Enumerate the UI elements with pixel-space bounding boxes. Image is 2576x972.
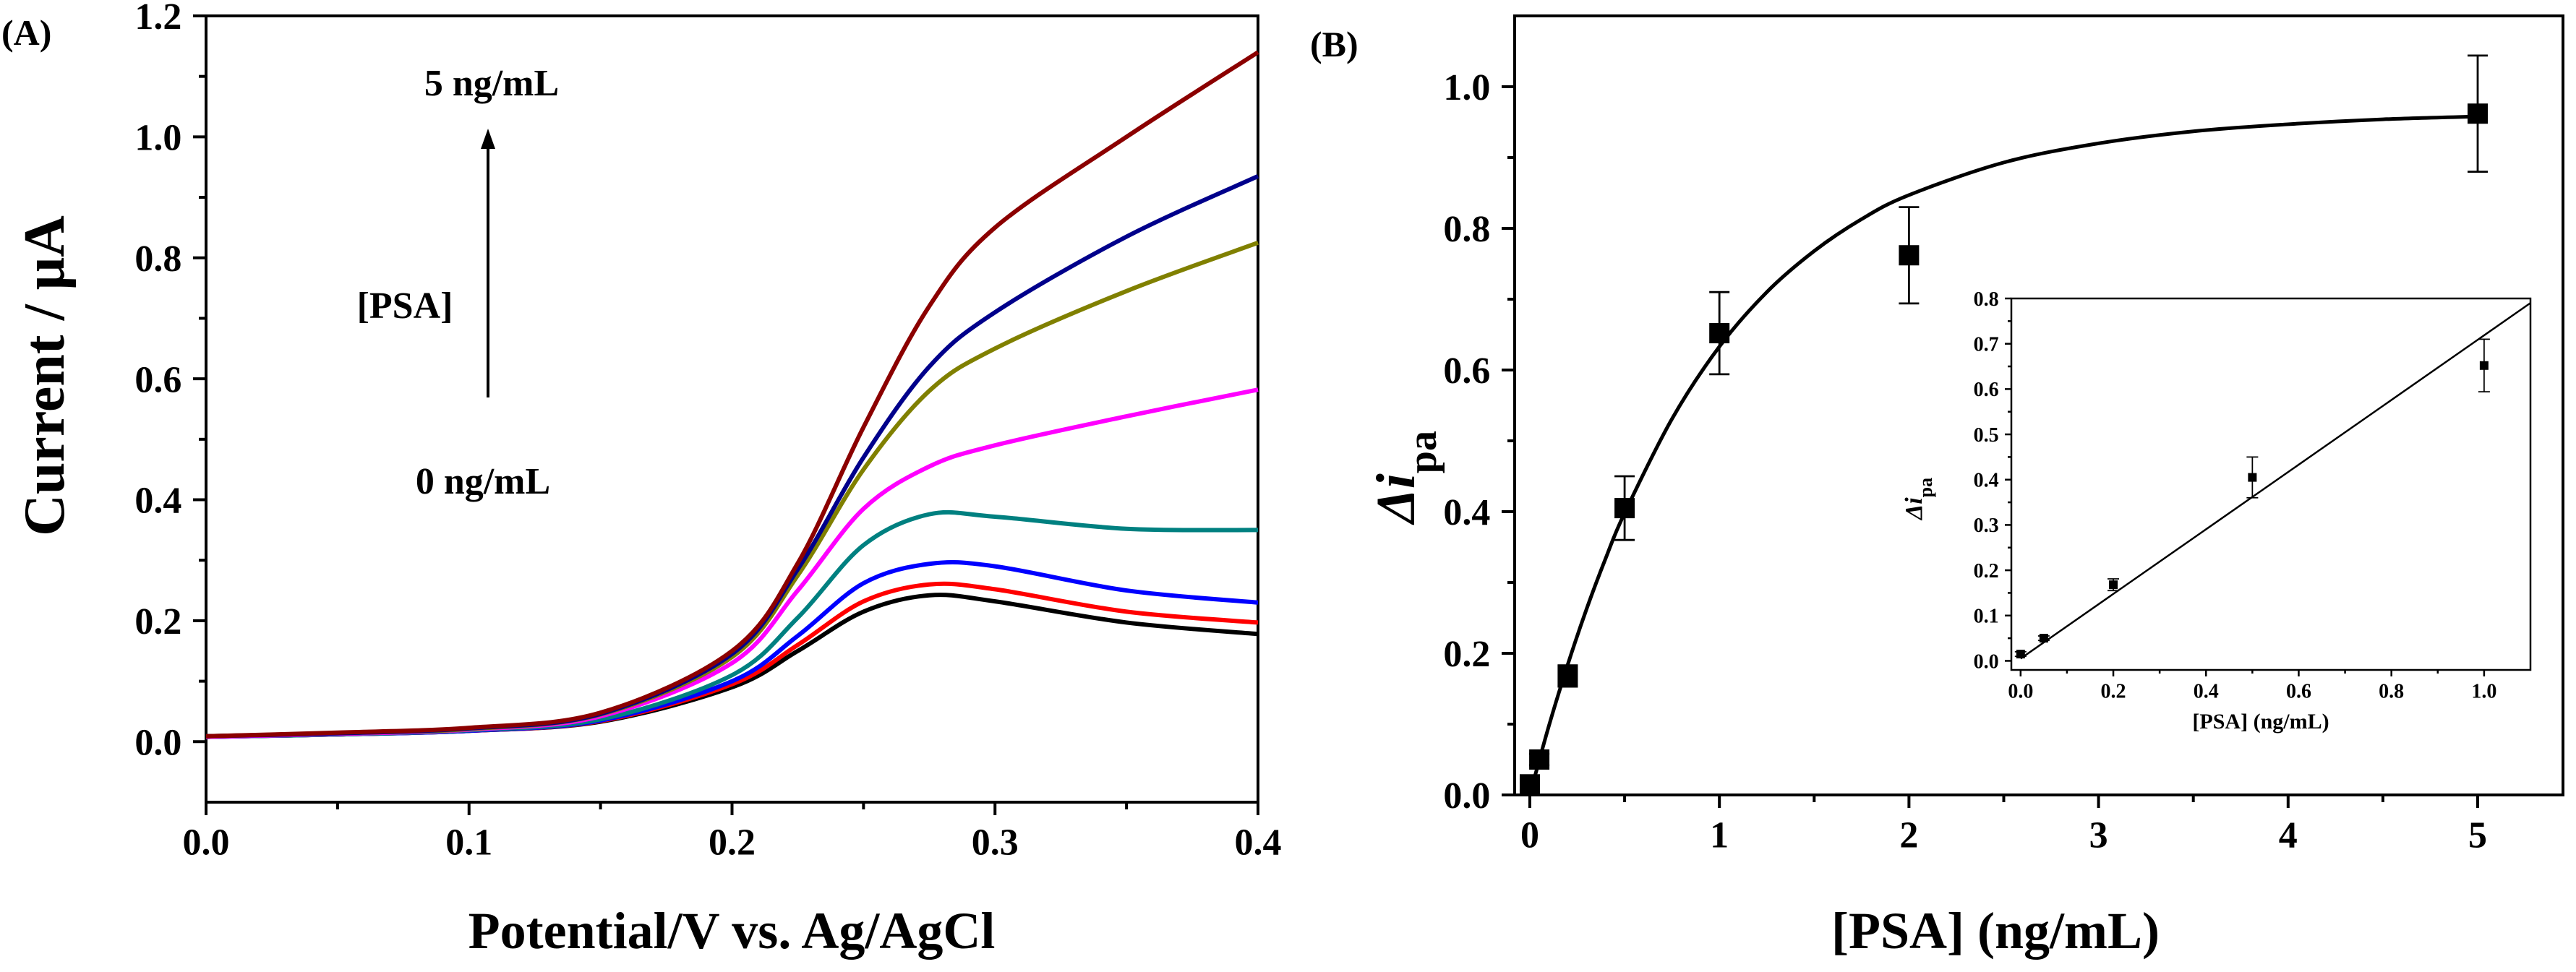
panel-a-label: (A) — [1, 12, 51, 53]
inset-data-point — [2479, 361, 2489, 370]
inset-y-tick-label: 0.1 — [1974, 606, 1999, 628]
panel-a-bottom-annotation: 0 ng/mL — [416, 461, 550, 502]
inset-x-tick-label: 0.6 — [2286, 680, 2311, 702]
panel-a-x-tick-label: 0.2 — [709, 822, 756, 864]
panel-a-series-line — [205, 50, 1259, 739]
inset-y-tick-label: 0.5 — [1974, 424, 1999, 447]
inset-y-tick-label: 0.3 — [1974, 515, 1999, 537]
inset-x-tick-label: 1.0 — [2471, 680, 2496, 702]
panel-b-data-point — [1614, 498, 1635, 519]
panel-b: (B) 0 1 2 3 4 5 0.0 0.2 0.4 0.6 0.8 1.0 [PSA] (ng/m… — [1310, 14, 2564, 960]
panel-a-series-line — [205, 509, 1259, 739]
panel-b-data-point — [1709, 323, 1730, 344]
panel-b-y-tick-label: 0.2 — [1443, 634, 1490, 675]
inset-y-tick-label: 0.4 — [1974, 470, 1999, 492]
inset-data-point — [2016, 650, 2025, 659]
panel-b-fit-line — [1528, 114, 2478, 796]
panel-b-data-point — [1899, 245, 1920, 266]
panel-b-x-tick-label: 5 — [2468, 815, 2487, 856]
panel-b-plot-area: 0 1 2 3 4 5 0.0 0.2 0.4 0.6 0.8 1.0 — [1443, 14, 2564, 856]
panel-a-x-tick-label: 0.4 — [1235, 822, 1282, 864]
panel-b-y-tick-label: 0.8 — [1443, 209, 1490, 250]
panel-a-y-axis-label: Current / μA — [13, 215, 77, 536]
panel-a-y-tick-label: 1.0 — [134, 118, 181, 159]
inset-y-tick-label: 0.8 — [1974, 288, 1999, 311]
panel-a-y-tick-label: 1.2 — [134, 0, 181, 38]
panel-a-top-annotation: 5 ng/mL — [424, 63, 559, 104]
inset-y-label-main: Δi — [1901, 497, 1927, 521]
panel-a-y-tick-label: 0.2 — [134, 601, 181, 642]
panel-b-y-label-sub: pa — [1400, 431, 1445, 473]
panel-b-y-axis-label: Δipa — [1366, 431, 1445, 525]
panel-b-x-tick-label: 1 — [1710, 815, 1729, 856]
svg-text:Δipa: Δipa — [1366, 431, 1445, 525]
panel-b-data-point — [1519, 774, 1540, 795]
panel-a-y-tick-label: 0.4 — [134, 481, 181, 522]
panel-a-x-axis-label: Potential/V vs. Ag/AgCl — [468, 902, 996, 960]
inset-y-tick-label: 0.0 — [1974, 650, 1999, 673]
panel-a-series-line — [205, 593, 1259, 739]
inset-y-label-sub: pa — [1915, 478, 1936, 497]
panel-b-x-tick-label: 2 — [1899, 815, 1918, 856]
inset-frame — [2010, 297, 2532, 671]
panel-a-y-tick-label: 0.8 — [134, 238, 181, 280]
inset-y-tick-label: 0.2 — [1974, 560, 1999, 582]
panel-a-series-line — [205, 581, 1259, 739]
panel-b-x-tick-label: 4 — [2279, 815, 2298, 856]
inset-x-tick-label: 0.4 — [2194, 680, 2219, 702]
inset-data-point — [2039, 634, 2048, 643]
panel-a-plot-area: 0.0 0.1 0.2 0.3 0.4 0.0 0.2 0.4 0.6 0.8 1.0 1.2 — [134, 0, 1281, 864]
panel-a-x-tick-label: 0.1 — [445, 822, 492, 864]
inset-y-tick-label: 0.7 — [1974, 333, 1999, 356]
inset-y-tick-label: 0.6 — [1974, 379, 1999, 401]
inset-x-tick-label: 0.8 — [2379, 680, 2404, 702]
panel-b-frame — [1513, 14, 2564, 796]
panel-a-y-tick-label: 0.0 — [134, 723, 181, 764]
inset-fit-line — [2020, 302, 2531, 660]
panel-b-x-axis-label: [PSA] (ng/mL) — [1831, 902, 2160, 960]
panel-b-y-label-main: Δi — [1366, 473, 1426, 525]
panel-b-y-tick-label: 1.0 — [1443, 67, 1490, 108]
inset-y-axis-label: Δipa — [1901, 478, 1936, 521]
panel-b-data-point — [1557, 666, 1578, 687]
inset-x-tick-label: 0.2 — [2101, 680, 2126, 702]
panel-a-arrow-annotation: [PSA] — [357, 285, 453, 327]
panel-b-label: (B) — [1310, 24, 1358, 64]
inset-data-point — [2248, 473, 2257, 482]
inset-plot-area: 0.0 0.2 0.4 0.6 0.8 1.0 0.0 0.1 0.2 0.3 0.4 0.5 0.6 0… — [1974, 288, 2532, 702]
inset-data-point — [2109, 580, 2118, 590]
panel-b-y-tick-label: 0.6 — [1443, 350, 1490, 392]
panel-a-arrow-head — [481, 129, 495, 149]
inset-x-axis-label: [PSA] (ng/mL) — [2192, 710, 2329, 734]
panel-a-x-tick-label: 0.0 — [183, 822, 230, 864]
panel-b-data-point — [2468, 103, 2489, 124]
panel-b-y-tick-label: 0.4 — [1443, 492, 1490, 533]
inset-x-tick-label: 0.0 — [2008, 680, 2033, 702]
panel-b-x-tick-label: 0 — [1520, 815, 1539, 856]
panel-b-data-point — [1529, 749, 1550, 770]
panel-a-y-tick-label: 0.6 — [134, 359, 181, 400]
panel-a: (A) 0.0 0.1 0.2 0.3 0.4 0.0 0.2 0.4 0.6 0.8 1.0 1.2… — [1, 0, 1282, 960]
svg-text:Δipa: Δipa — [1901, 478, 1936, 521]
panel-b-y-tick-label: 0.0 — [1443, 775, 1490, 817]
panel-a-x-tick-label: 0.3 — [972, 822, 1019, 864]
panel-b-inset: 0.0 0.2 0.4 0.6 0.8 1.0 0.0 0.1 0.2 0.3 0.4 0.5 0.6 0… — [1901, 288, 2532, 734]
panel-b-x-tick-label: 3 — [2089, 815, 2108, 856]
